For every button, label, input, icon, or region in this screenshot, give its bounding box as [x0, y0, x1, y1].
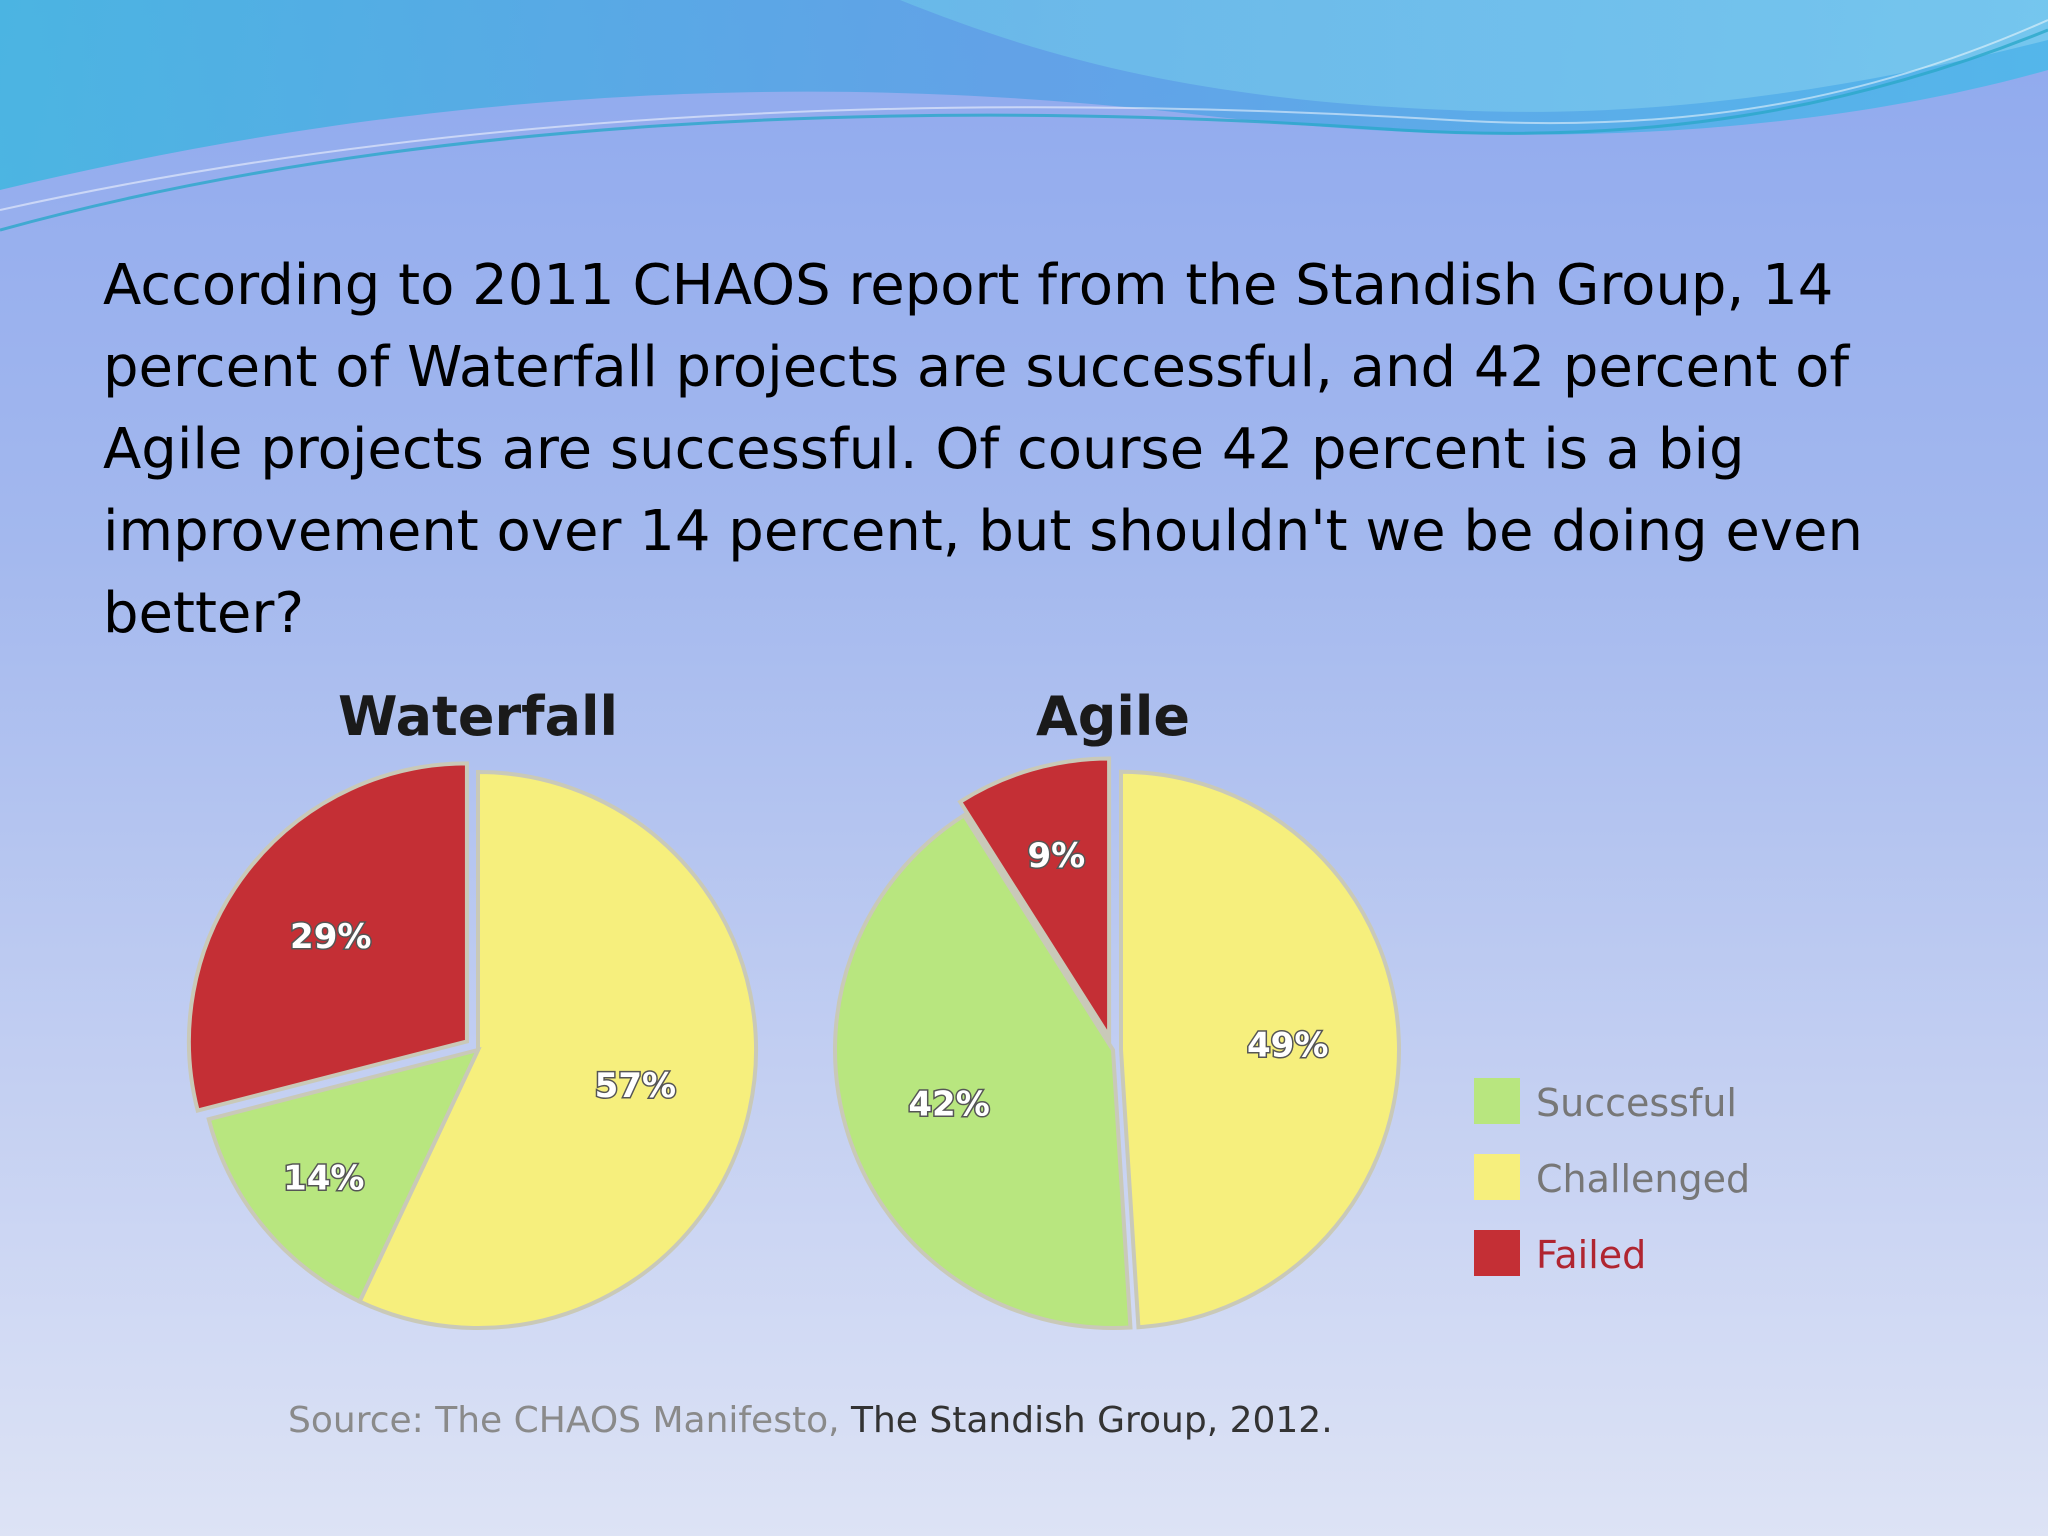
source-citation-part1: Source: The CHAOS Manifesto,	[288, 1400, 851, 1441]
legend-swatch-failed	[1474, 1230, 1520, 1276]
legend-label-challenged: Challenged	[1536, 1157, 1750, 1201]
source-citation: Source: The CHAOS Manifesto, The Standis…	[288, 1400, 1333, 1441]
agile-chart-title: Agile	[1036, 685, 1190, 748]
legend-label-failed: Failed	[1536, 1233, 1646, 1277]
legend: Successful Challenged Failed	[1474, 1078, 1750, 1277]
agile-label-challenged: 49%	[1247, 1026, 1328, 1066]
waterfall-pie: 57% 14% 29%	[186, 761, 758, 1330]
agile-pie: 49% 42% 9%	[833, 756, 1401, 1330]
legend-swatch-successful	[1474, 1078, 1520, 1124]
waterfall-label-challenged: 57%	[595, 1066, 676, 1106]
agile-label-failed: 9%	[1027, 836, 1085, 876]
waterfall-chart-title: Waterfall	[338, 685, 618, 748]
waterfall-label-successful: 14%	[283, 1159, 364, 1199]
waterfall-slice-challenged	[356, 769, 758, 1330]
source-citation-part2: The Standish Group, 2012.	[850, 1400, 1333, 1441]
agile-slice-challenged	[1119, 769, 1401, 1330]
agile-slice-successful	[833, 812, 1133, 1330]
agile-slice-failed	[957, 756, 1112, 1044]
decorative-wave-header	[0, 0, 2048, 232]
slide-body-text: According to 2011 CHAOS report from the …	[103, 253, 1863, 646]
legend-label-successful: Successful	[1536, 1081, 1737, 1125]
waterfall-slice-successful	[206, 1047, 482, 1305]
waterfall-label-failed: 29%	[290, 917, 371, 957]
agile-label-successful: 42%	[908, 1084, 989, 1124]
waterfall-slice-failed	[186, 761, 469, 1113]
legend-swatch-challenged	[1474, 1154, 1520, 1200]
